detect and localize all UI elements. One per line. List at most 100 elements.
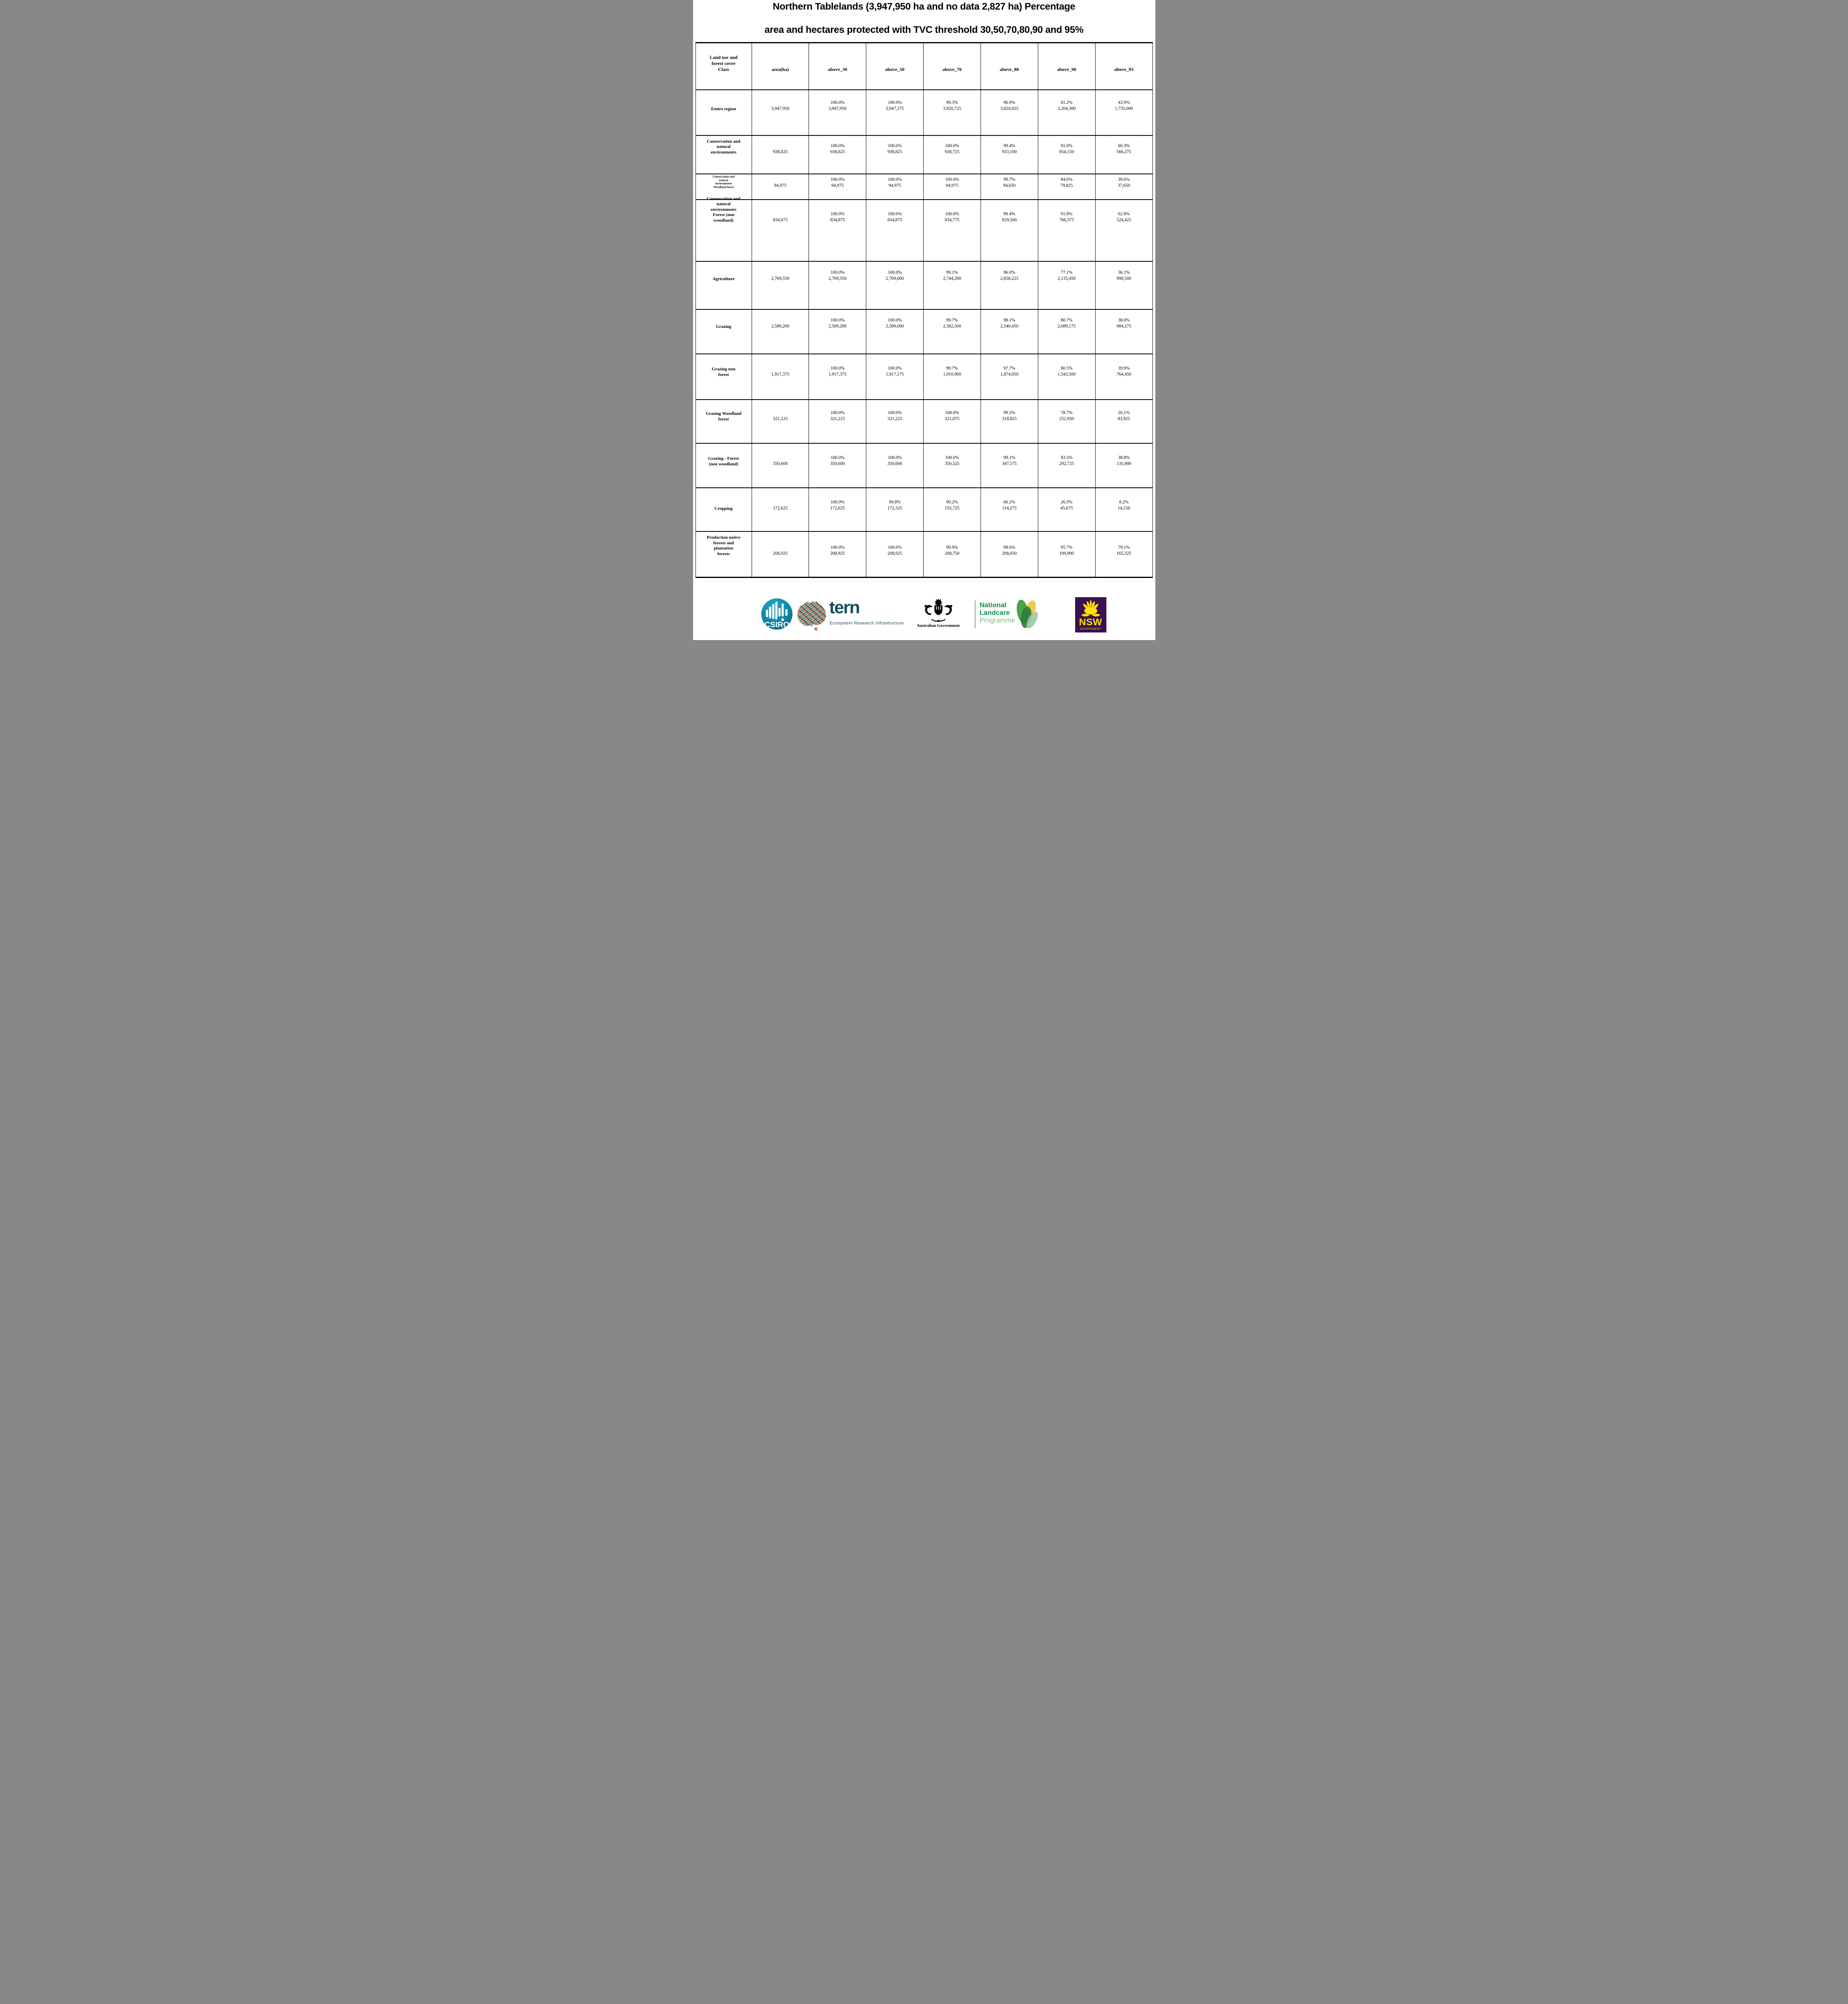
table-row: Conservation and natural environments Fo…	[696, 196, 1152, 262]
percent-value: 100.0%	[888, 455, 902, 460]
table-row: Grazing 2,589,200 100.0% 2,589,200 100.0%…	[696, 310, 1152, 354]
above-30-cell: 100.0% 208,925	[809, 532, 867, 577]
above-30-cell: 100.0% 1,917,375	[809, 354, 867, 399]
above-30-cell: 100.0% 172,625	[809, 488, 867, 531]
svg-text:CSIRO: CSIRO	[764, 620, 789, 629]
percent-value: 43.9%	[1118, 100, 1130, 105]
area-cell: 208,925	[752, 532, 809, 577]
above-50-cell: 100.0% 3,947,375	[866, 90, 924, 135]
nsw-government-logo: NSW GOVERNMENT	[1075, 597, 1106, 632]
hectares-value: 252,950	[1059, 416, 1074, 421]
class-cell: Entire region	[696, 90, 752, 135]
above-95-cell: 26.1% 83,925	[1096, 400, 1152, 443]
area-cell: 938,825	[752, 136, 809, 174]
percent-value: 99.8%	[889, 500, 901, 505]
table-row: Grazing Woodland forest 321,225 100.0% 32…	[696, 400, 1152, 444]
percent-value: 99.3%	[1003, 410, 1015, 415]
percent-value: 26.1%	[1118, 410, 1130, 415]
percent-value: 100.0%	[888, 212, 902, 216]
hectares-value: 292,725	[1059, 461, 1074, 466]
above-50-cell: 100.0% 2,589,000	[866, 310, 924, 354]
above-30-cell: 100.0% 938,825	[809, 136, 867, 174]
logo-divider	[975, 600, 976, 628]
hectares-value: 208,050	[1002, 551, 1017, 556]
class-cell: Cropping	[696, 488, 752, 531]
percent-value: 100.0%	[830, 100, 845, 105]
above-30-cell: 100.0% 3,947,950	[809, 90, 867, 135]
hectares-value: 1,910,900	[943, 372, 961, 377]
percent-value: 91.8%	[1061, 212, 1073, 216]
hectares-value: 94,650	[1003, 183, 1016, 188]
area-cell: 2,769,550	[752, 262, 809, 309]
table-row: Cropping 172,625 100.0% 172,625 99.8% 172,…	[696, 488, 1152, 532]
area-cell: 1,917,375	[752, 354, 809, 399]
hectares-value: 94,975	[831, 183, 844, 188]
above-95-cell: 79.1% 165,325	[1096, 532, 1152, 577]
hectares-value: 155,725	[944, 506, 960, 511]
hectares-value: 764,450	[1116, 372, 1131, 377]
percent-value: 100.0%	[888, 143, 902, 148]
hectares-value: 3,824,925	[1000, 106, 1019, 111]
hectares-value: 2,769,550	[828, 276, 847, 281]
percent-value: 100.0%	[888, 100, 902, 105]
hectares-value: 2,089,175	[1057, 324, 1076, 329]
header-cell-above30: above_30	[809, 43, 867, 89]
table-row: Conservation and natural environments Wo…	[696, 174, 1152, 200]
table-row: Production native forests and plantation…	[696, 532, 1152, 577]
hectares-value: 350,525	[944, 461, 960, 466]
percent-value: 38.0%	[1118, 318, 1130, 323]
above-80-cell: 99.6% 208,050	[981, 532, 1038, 577]
column-header: Land use and forest cover Class	[710, 55, 738, 72]
percent-value: 100.0%	[830, 500, 845, 505]
area-cell: 834,875	[752, 200, 809, 261]
above-95-cell: 39.9% 764,450	[1096, 354, 1152, 399]
above-50-cell: 100.0% 94,975	[866, 174, 924, 199]
hectares-value: 834,775	[944, 218, 960, 222]
above-95-cell: 36.1% 998,500	[1096, 262, 1152, 309]
percent-value: 99.4%	[1003, 212, 1015, 216]
percent-value: 100.0%	[888, 318, 902, 323]
hectares-value: 94,975	[888, 183, 901, 188]
above-90-cell: 84.0% 79,825	[1038, 174, 1096, 199]
above-30-cell: 100.0% 834,875	[809, 200, 867, 261]
above-90-cell: 83.5% 292,725	[1038, 444, 1096, 487]
percent-value: 97.7%	[1003, 366, 1015, 371]
hectares-value: 1,917,175	[886, 372, 904, 377]
area-value: 172,625	[773, 506, 788, 511]
percent-value: 84.0%	[1061, 177, 1073, 182]
above-95-cell: 8.2% 14,150	[1096, 488, 1152, 531]
above-80-cell: 96.9% 3,824,925	[981, 90, 1038, 135]
hectares-value: 350,600	[830, 461, 845, 466]
class-cell: Grazing - Forest (non woodland)	[696, 444, 752, 487]
column-header: above_30	[828, 67, 847, 72]
column-header: above_70	[942, 67, 962, 72]
percent-value: 100.0%	[945, 212, 959, 216]
percent-value: 38.8%	[1118, 455, 1130, 460]
australian-coat-of-arms-icon	[924, 598, 952, 622]
percent-value: 60.3%	[1118, 143, 1130, 148]
percent-value: 100.0%	[830, 212, 845, 216]
page-title: Northern Tablelands (3,947,950 ha and no…	[693, 1, 1155, 36]
hectares-value: 2,582,500	[943, 324, 961, 329]
hectares-value: 135,900	[1116, 461, 1131, 466]
area-cell: 172,625	[752, 488, 809, 531]
hectares-value: 94,975	[946, 183, 958, 188]
percent-value: 100.0%	[830, 366, 845, 371]
above-30-cell: 100.0% 94,975	[809, 174, 867, 199]
above-50-cell: 100.0% 321,225	[866, 400, 924, 443]
above-50-cell: 99.8% 172,325	[866, 488, 924, 531]
class-label: Conservation and natural environments	[707, 139, 740, 155]
percent-value: 100.0%	[945, 177, 959, 182]
percent-value: 78.7%	[1061, 410, 1073, 415]
hectares-value: 2,589,000	[886, 324, 904, 329]
above-50-cell: 100.0% 834,875	[866, 200, 924, 261]
area-value: 94,975	[774, 183, 787, 188]
above-70-cell: 100.0% 321,075	[924, 400, 981, 443]
header-cell-above95: above_95	[1096, 43, 1152, 89]
above-30-cell: 100.0% 2,769,550	[809, 262, 867, 309]
hectares-value: 829,500	[1002, 218, 1017, 222]
percent-value: 99.7%	[946, 366, 958, 371]
class-label: Agriculture	[712, 276, 735, 281]
percent-value: 99.1%	[946, 270, 958, 275]
class-cell: Production native forests and plantation…	[696, 532, 752, 577]
